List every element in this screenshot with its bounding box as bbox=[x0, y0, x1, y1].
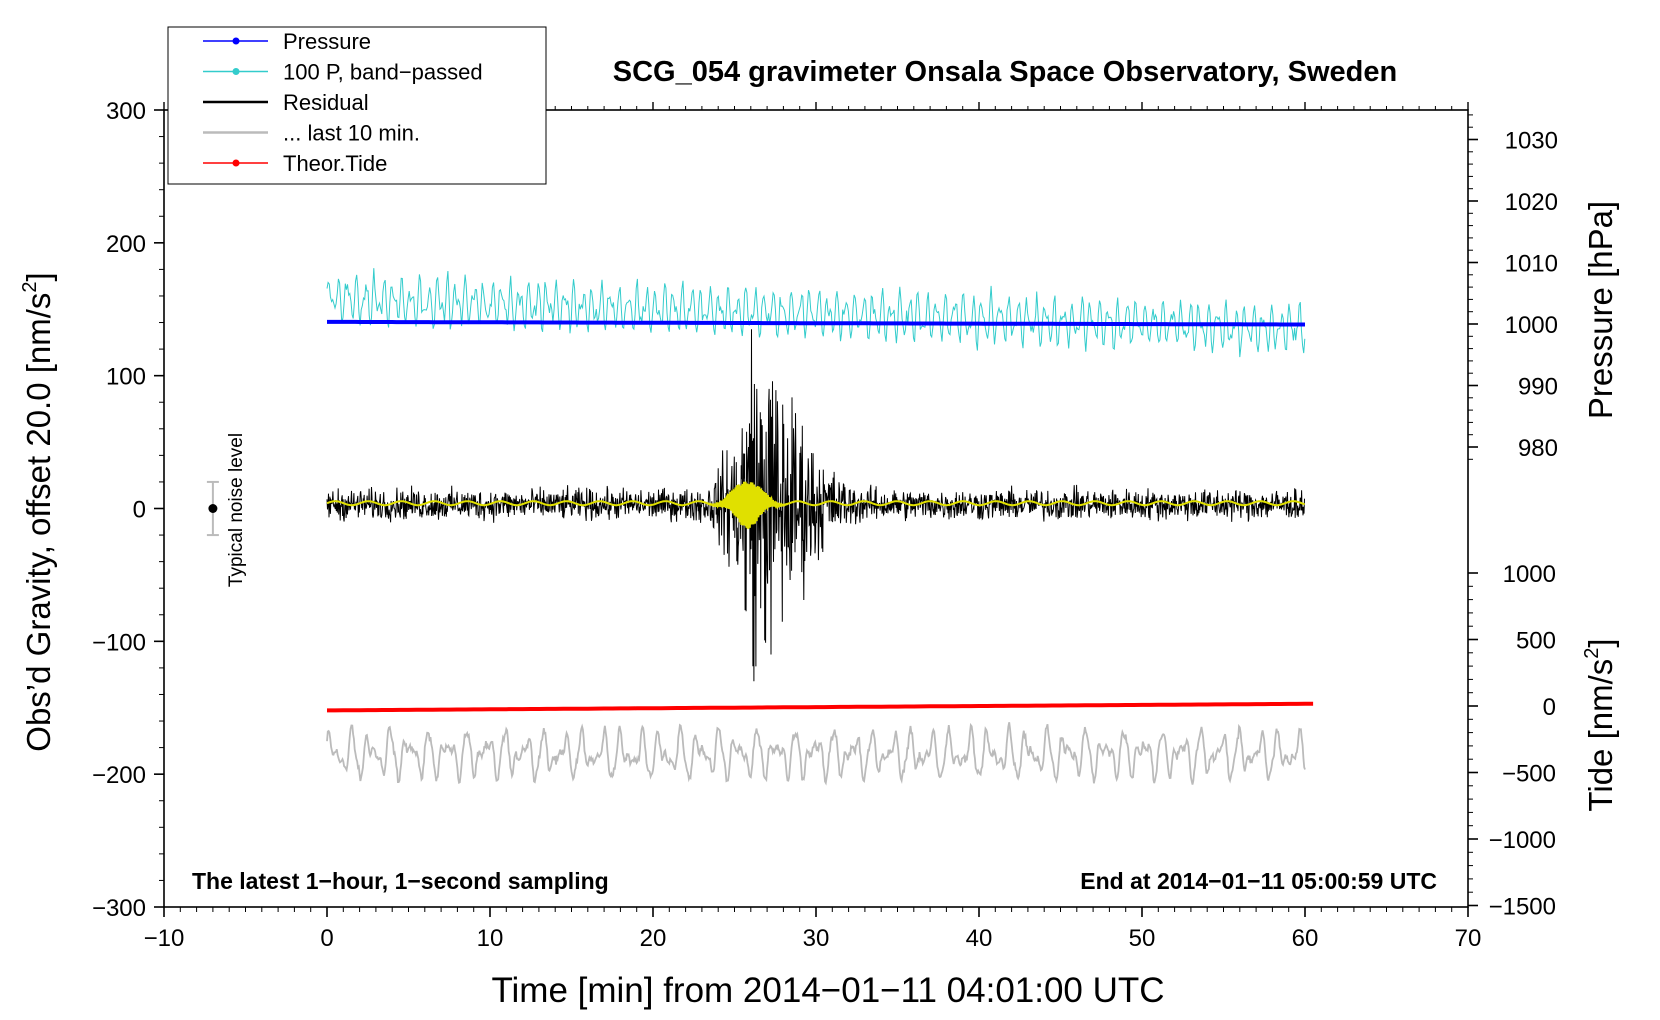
axes: −10 0 10 20 30 40 50 60 70−300−200−1000100200300… bbox=[92, 98, 1558, 952]
x-tick-label: −10 bbox=[144, 925, 185, 952]
y-axis-label-sup: 2 bbox=[19, 281, 41, 292]
tide-tick-label: 1000 bbox=[1503, 561, 1556, 588]
series-residual bbox=[326, 329, 1305, 682]
x-tick-label: 10 bbox=[477, 925, 504, 952]
legend-label: 100 P, band−passed bbox=[283, 60, 483, 85]
pressure-tick-label: 1020 bbox=[1505, 189, 1558, 216]
y-tick-label: 0 bbox=[133, 497, 146, 524]
legend: Pressure 100 P, band−passed Residual ... la… bbox=[167, 26, 547, 185]
pressure-axis-label: Pressure [hPa] bbox=[1582, 201, 1619, 419]
x-tick-label: 20 bbox=[640, 925, 667, 952]
tide-axis-label-text: Tide [nm/s bbox=[1582, 659, 1619, 812]
legend-marker bbox=[232, 68, 240, 75]
tide-tick-label: 500 bbox=[1516, 628, 1556, 655]
x-tick-label: 50 bbox=[1129, 925, 1156, 952]
x-tick-label: 30 bbox=[803, 925, 830, 952]
sampling-note: The latest 1−hour, 1−second sampling bbox=[192, 868, 609, 894]
noise-level-label: Typical noise level bbox=[226, 433, 247, 587]
series-theoretical-tide bbox=[327, 701, 1314, 713]
y-tick-label: 100 bbox=[106, 364, 146, 391]
x-axis-label: Time [min] from 2014−01−11 04:01:00 UTC bbox=[491, 971, 1164, 1010]
x-tick-label: 60 bbox=[1292, 925, 1319, 952]
x-tick-label: 0 bbox=[320, 925, 333, 952]
legend-box bbox=[167, 26, 547, 185]
tide-axis-label-close: ] bbox=[1582, 638, 1619, 647]
legend-marker bbox=[232, 159, 240, 167]
legend-label: ... last 10 min. bbox=[283, 121, 420, 146]
legend-label: Theor.Tide bbox=[283, 151, 387, 176]
tide-axis-label: Tide [nm/s2] bbox=[1581, 638, 1619, 811]
y-tick-label: −100 bbox=[92, 629, 146, 656]
tide-tick-label: −500 bbox=[1502, 761, 1556, 788]
tide-tick-label: −1000 bbox=[1489, 827, 1556, 854]
chart-title: SCG_054 gravimeter Onsala Space Observat… bbox=[613, 56, 1397, 88]
series-band-passed-pressure bbox=[326, 268, 1306, 358]
y-tick-label: 300 bbox=[106, 98, 146, 125]
y-tick-label: 200 bbox=[106, 231, 146, 258]
y-axis-label-close: ] bbox=[20, 272, 57, 281]
pressure-tick-label: 1010 bbox=[1505, 251, 1558, 278]
series-residual-smoothed bbox=[326, 481, 1305, 530]
tide-tick-label: 0 bbox=[1543, 694, 1556, 721]
noise-bar-point bbox=[208, 504, 218, 513]
end-time-note: End at 2014−01−11 05:00:59 UTC bbox=[1080, 868, 1437, 894]
legend-label: Pressure bbox=[283, 29, 371, 54]
tide-axis-label-sup: 2 bbox=[1581, 648, 1603, 659]
y-axis-label-text: Obs’d Gravity, offset 20.0 [nm/s bbox=[20, 293, 57, 752]
x-tick-label: 40 bbox=[966, 925, 993, 952]
tide-tick-label: −1500 bbox=[1489, 894, 1556, 921]
y-tick-label: −200 bbox=[92, 762, 146, 789]
x-tick-label: 70 bbox=[1455, 925, 1482, 952]
pressure-tick-label: 1000 bbox=[1505, 312, 1558, 339]
y-tick-label: −300 bbox=[92, 895, 146, 922]
pressure-tick-label: 980 bbox=[1518, 435, 1558, 462]
series-pressure bbox=[327, 319, 1305, 327]
pressure-tick-label: 990 bbox=[1518, 374, 1558, 401]
y-axis-label: Obs’d Gravity, offset 20.0 [nm/s2] bbox=[19, 272, 57, 751]
series-last-10-min bbox=[326, 722, 1306, 786]
plot-content bbox=[206, 268, 1314, 786]
legend-label: Residual bbox=[283, 90, 369, 115]
legend-marker bbox=[232, 37, 240, 45]
pressure-tick-label: 1030 bbox=[1505, 128, 1558, 155]
